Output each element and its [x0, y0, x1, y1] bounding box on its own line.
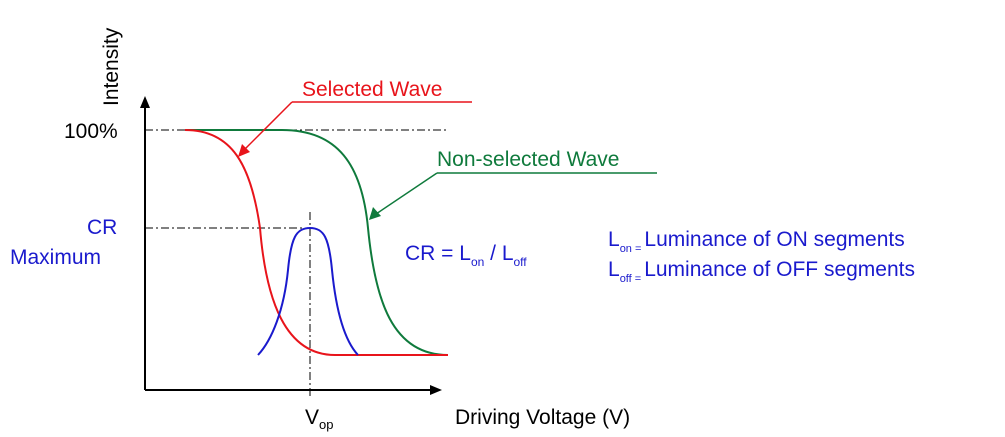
- non-selected-wave-arrowhead: [369, 207, 381, 220]
- cr-formula-off-sub: off: [514, 255, 528, 269]
- cr-maximum-label-line1: CR: [87, 216, 117, 239]
- y-axis-label: Intensity: [100, 27, 123, 106]
- y-axis-arrow: [140, 96, 150, 108]
- x-axis-label: Driving Voltage (V): [455, 406, 630, 429]
- legend-on: Lon = Luminance of ON segments: [608, 228, 905, 255]
- legend-off-sub: off =: [620, 273, 642, 285]
- legend-on-text: Luminance of ON segments: [644, 228, 904, 251]
- selected-wave-arrowhead: [238, 144, 250, 157]
- legend-off: Loff = Luminance of OFF segments: [608, 258, 915, 285]
- selected-wave-curve: [184, 129, 448, 356]
- non-selected-wave-curve: [185, 129, 449, 356]
- cr-formula-on-sub: on: [471, 255, 484, 269]
- selected-wave-label: Selected Wave: [302, 78, 442, 101]
- selected-wave-leader: [243, 101, 293, 151]
- cr-curve: [257, 226, 359, 356]
- cr-formula: CR = Lon / Loff: [405, 242, 527, 269]
- axes: [140, 96, 442, 395]
- legend-off-main: L: [608, 258, 620, 281]
- legend-on-sub: on =: [620, 243, 642, 255]
- cr-formula-lhs: CR = L: [405, 242, 471, 265]
- legend-on-main: L: [608, 228, 620, 251]
- non-selected-wave-label: Non-selected Wave: [437, 148, 619, 171]
- vop-label: Vop: [305, 406, 333, 432]
- legend-off-text: Luminance of OFF segments: [644, 258, 915, 281]
- non-selected-wave-leader: [375, 172, 438, 215]
- y-tick-100-percent: 100%: [64, 120, 118, 143]
- vop-sub: op: [319, 417, 333, 432]
- cr-formula-slash: / L: [484, 242, 513, 265]
- cr-maximum-label-line2: Maximum: [10, 246, 101, 269]
- selected-wave-callout: Selected Wave: [238, 78, 472, 157]
- non-selected-wave-callout: Non-selected Wave: [369, 148, 657, 220]
- vop-main: V: [305, 406, 319, 429]
- guide-lines: [145, 129, 448, 398]
- x-axis-arrow: [430, 385, 442, 395]
